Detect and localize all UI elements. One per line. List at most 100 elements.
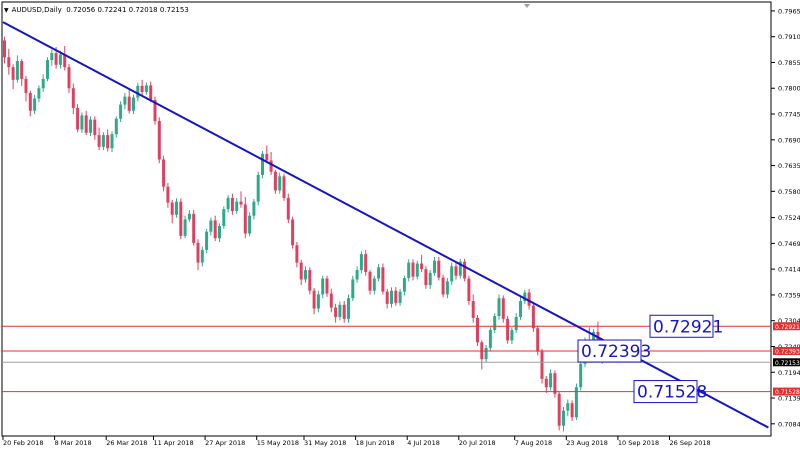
- candle-bear: [192, 213, 196, 243]
- level-callout-label: 0.72393: [581, 342, 651, 362]
- candle-bull: [183, 219, 187, 236]
- x-tick-label: 8 Mar 2018: [55, 439, 92, 447]
- candle-bull: [33, 98, 37, 111]
- x-tick-label: 7 Aug 2018: [515, 439, 553, 447]
- dropdown-triangle-icon[interactable]: ▼: [4, 7, 9, 14]
- candle-bear: [84, 115, 88, 133]
- level-callout-label: 0.72921: [653, 317, 723, 337]
- candle-bear: [20, 61, 24, 79]
- candle-bear: [196, 242, 200, 263]
- candle-bear: [570, 403, 574, 418]
- candle-bear: [153, 99, 157, 122]
- candle-bear: [127, 96, 131, 111]
- candle-bull: [278, 176, 282, 191]
- candle-bear: [7, 57, 11, 68]
- x-tick-label: 18 Jun 2018: [356, 439, 395, 447]
- candle-bear: [536, 328, 540, 352]
- candle-bear: [476, 317, 479, 343]
- level-callout-box: [649, 314, 714, 338]
- candle-bull: [222, 209, 226, 227]
- candle-bear: [239, 201, 243, 205]
- descending-trendline[interactable]: [2, 21, 769, 429]
- candle-bull: [519, 301, 522, 317]
- candle-bear: [97, 135, 101, 147]
- candle-bull: [316, 294, 320, 309]
- candle-bear: [299, 262, 303, 280]
- x-tick-label: 31 May 2018: [304, 439, 346, 447]
- candle-bull: [450, 266, 454, 282]
- candle-bull: [15, 61, 19, 80]
- candle-bull: [175, 201, 178, 215]
- candle-bull: [248, 215, 252, 234]
- candle-bull: [89, 119, 92, 133]
- candle-bull: [484, 347, 488, 360]
- candle-bull: [261, 153, 264, 175]
- level-callout-box: [633, 380, 698, 404]
- candle-bull: [37, 88, 41, 99]
- candle-bull: [372, 278, 376, 291]
- candle-bear: [501, 298, 505, 319]
- candle-bull: [144, 85, 148, 92]
- candle-bull: [226, 197, 230, 210]
- candle-bull: [355, 270, 359, 280]
- price-level-tag-label: 0.72393: [775, 349, 800, 356]
- candle-bull: [347, 298, 350, 319]
- low-value: 0.72018: [128, 6, 158, 14]
- bid-price-tag-label: 0.72153: [775, 360, 800, 367]
- x-tick-label: 23 Aug 2018: [566, 439, 608, 447]
- candle-bear: [3, 40, 6, 58]
- candle-bear: [295, 245, 299, 263]
- candle-bear: [269, 160, 273, 172]
- x-tick-label: 10 Sep 2018: [618, 439, 659, 447]
- price-level-tag-label: 0.71528: [775, 389, 800, 396]
- candle-bull: [256, 174, 260, 202]
- candle-bear: [140, 85, 144, 92]
- plot-frame: [1, 1, 772, 437]
- candle-bull: [209, 220, 213, 232]
- high-value: 0.72241: [97, 6, 127, 14]
- candle-bull: [187, 213, 191, 220]
- candle-bear: [230, 197, 234, 212]
- x-tick-label: 26 Mar 2018: [106, 439, 147, 447]
- candle-bear: [11, 67, 15, 80]
- candle-bear: [282, 176, 286, 198]
- candle-bear: [325, 278, 329, 294]
- candle-bear: [265, 153, 269, 161]
- candle-bear: [308, 270, 312, 291]
- candle-bear: [213, 220, 217, 239]
- candle-bull: [351, 279, 355, 299]
- candle-bear: [63, 54, 67, 68]
- candle-bull: [235, 201, 239, 212]
- candle-bull: [304, 270, 307, 280]
- candle-bear: [273, 171, 277, 191]
- candle-bull: [136, 85, 140, 98]
- chart-shift-marker-icon[interactable]: [524, 4, 530, 8]
- candle-bear: [531, 305, 535, 329]
- candle-bull: [321, 278, 325, 295]
- price-level-tag: [773, 387, 800, 396]
- candle-bear: [162, 159, 166, 187]
- candle-bear: [471, 301, 475, 318]
- candle-bull: [119, 104, 123, 119]
- y-tick-label: 0.70840: [778, 420, 800, 428]
- candle-bull: [579, 363, 583, 388]
- candle-bull: [338, 304, 342, 317]
- candle-bull: [80, 115, 84, 130]
- candle-bear: [106, 135, 110, 149]
- candle-bull: [200, 249, 204, 263]
